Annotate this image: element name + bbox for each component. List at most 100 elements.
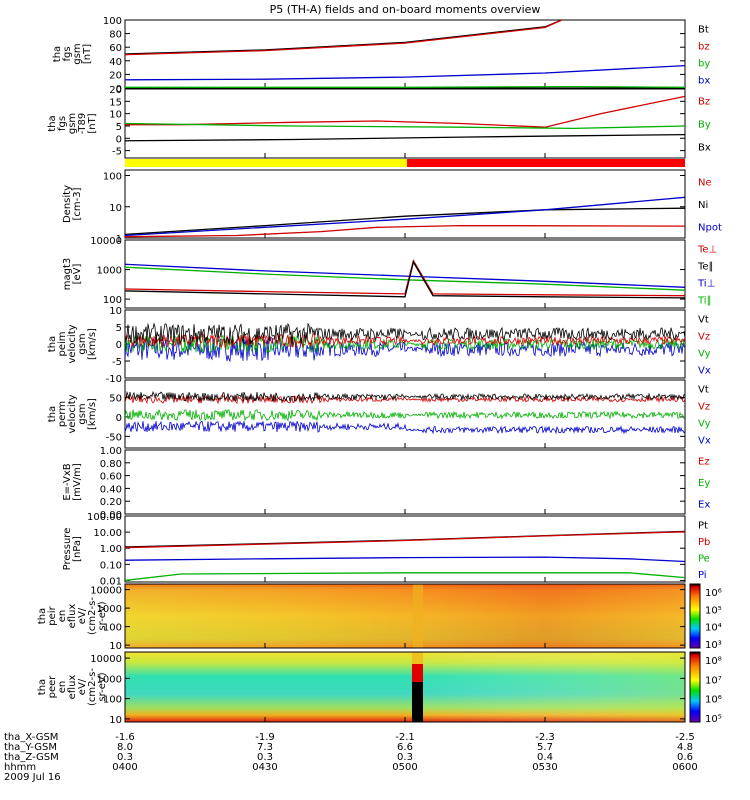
y-tick-label: 0.20	[100, 497, 122, 508]
panel-frame	[124, 449, 686, 515]
y-tick-label: -5	[112, 357, 122, 368]
y-tick-label: 0.60	[100, 472, 122, 483]
y-tick-label: 100	[103, 295, 122, 306]
y-axis-label: gsm	[77, 403, 88, 424]
panel-peir_eflux	[124, 583, 701, 649]
legend-entry: Bz	[698, 97, 710, 108]
panel-efield	[124, 449, 686, 515]
ephemeris-value: 0.4	[537, 752, 553, 763]
electron-spectrogram-gap-top	[412, 652, 423, 664]
legend-entry: Pt	[698, 520, 708, 531]
legend-entry: Pe	[698, 553, 710, 564]
ephemeris-row-label: tha_X-GSM	[4, 732, 58, 743]
ephemeris-value: 0.3	[117, 752, 133, 763]
chart-title: P5 (TH-A) fields and on-board moments ov…	[270, 3, 541, 16]
series-Bz	[125, 95, 686, 128]
panel-peim_velocity	[124, 309, 686, 379]
y-axis-label: gsm	[72, 43, 83, 64]
panel-perm_velocity	[124, 379, 686, 449]
panel-fgs_gsm	[124, 19, 686, 89]
y-tick-label: 1000	[97, 604, 122, 615]
y-tick-label: -5	[112, 147, 122, 158]
panel-frame	[124, 19, 686, 89]
panel-temperature	[124, 239, 686, 309]
panel-density	[124, 169, 686, 239]
y-axis-label: perm	[57, 401, 68, 427]
y-axis-label: tha	[52, 46, 63, 62]
y-axis-label: [eV]	[72, 264, 83, 285]
y-axis-label: Pressure	[62, 528, 73, 571]
ephemeris-value: 0.3	[257, 752, 273, 763]
y-axis-label: tha	[47, 406, 58, 422]
series-Te⊥	[124, 259, 686, 297]
panel-pressure	[124, 515, 686, 583]
series-Vz	[125, 332, 685, 349]
series-Vx	[125, 420, 685, 435]
legend-entry: bz	[698, 42, 710, 53]
legend-entry: Bx	[698, 143, 711, 154]
y-tick-label: 20	[109, 85, 122, 96]
legend-entry: Vy	[698, 349, 711, 360]
y-tick-label: 0	[116, 134, 122, 145]
y-tick-label: 0	[116, 340, 122, 351]
y-axis-label: sr-eV)	[97, 672, 108, 701]
legend-entry: Ni	[698, 200, 708, 211]
y-tick-label: 15	[109, 97, 122, 108]
y-tick-label: 5	[116, 323, 122, 334]
legend-entry: Pi	[698, 570, 707, 581]
colorbar-tick-label: 10⁸	[705, 656, 722, 667]
colorbar	[689, 651, 701, 723]
y-tick-label: 10	[109, 641, 122, 652]
y-axis-label: eflux	[67, 604, 78, 629]
y-tick-label: 100	[103, 16, 122, 27]
legend-entry: Ex	[698, 499, 710, 510]
ephemeris-value: 5.7	[537, 742, 553, 753]
y-tick-label: 10000	[90, 586, 122, 597]
y-tick-label: 10	[109, 306, 122, 317]
legend-entry: Vt	[698, 315, 709, 326]
ion-spectrogram-shading	[125, 584, 685, 648]
y-tick-label: 1000	[97, 266, 122, 277]
y-axis-label: (cm2-s-	[87, 597, 98, 635]
series-By	[124, 122, 686, 130]
y-axis-label: eV/	[77, 607, 88, 624]
y-tick-label: 0.80	[100, 459, 122, 470]
panel-fgs_gsm_t89	[124, 88, 686, 159]
colorbar-tick-label: 10⁶	[705, 588, 722, 599]
y-tick-label: 0.10	[100, 560, 122, 571]
panel-peer_eflux	[124, 651, 701, 723]
y-axis-label: [cm-3]	[72, 187, 83, 220]
legend-entry: Vz	[698, 332, 710, 343]
y-axis-label: [km/s]	[87, 398, 98, 430]
ion-spectrogram-gap	[413, 584, 423, 648]
y-tick-label: 0.00	[100, 510, 122, 521]
ephemeris-value: -2.1	[395, 732, 415, 743]
legend-entry: Bt	[698, 25, 709, 36]
y-axis-label: sr-eV)	[97, 601, 108, 630]
legend-entry: bx	[698, 76, 710, 87]
y-axis-label: gsm	[67, 113, 78, 134]
y-axis-label: en	[57, 681, 68, 694]
colorbar-tick-label: 10⁵	[705, 714, 722, 725]
y-axis-label: gsm	[77, 333, 88, 354]
y-tick-label: 100.00	[87, 512, 122, 523]
y-axis-label: velocity	[67, 394, 78, 433]
series-Ti⊥	[124, 263, 686, 288]
y-tick-label: 100	[103, 623, 122, 634]
y-tick-label: 60	[109, 43, 122, 54]
legend-entry: Vy	[698, 419, 711, 430]
y-axis-label: tha	[47, 115, 58, 131]
y-axis-label: [nT]	[87, 113, 98, 133]
series-Npot	[124, 196, 686, 237]
legend-entry: Pb	[698, 537, 710, 548]
y-tick-label: 1.00	[100, 446, 122, 457]
y-tick-label: 0.40	[100, 484, 122, 495]
y-tick-label: 100	[103, 172, 122, 183]
colorbar-tick-label: 10⁷	[705, 675, 722, 686]
legend-entry: by	[698, 59, 710, 70]
y-axis-label: (cm2-s-	[87, 668, 98, 706]
ephemeris-value: 8.0	[117, 742, 133, 753]
y-tick-label: 5	[116, 122, 122, 133]
y-tick-label: 10	[109, 203, 122, 214]
ephemeris-value: 0600	[672, 762, 697, 773]
